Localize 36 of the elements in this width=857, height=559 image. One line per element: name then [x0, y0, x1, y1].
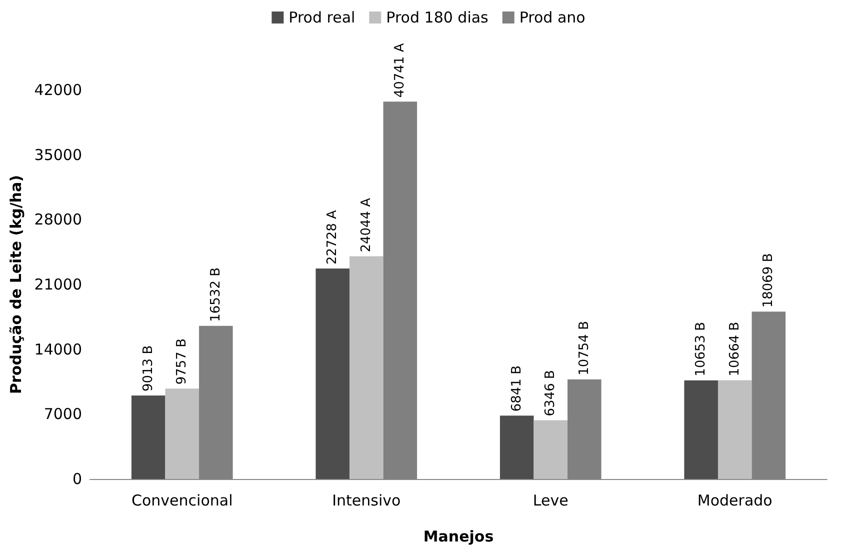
y-tick-label: 35000	[34, 146, 82, 164]
y-tick-label: 42000	[34, 81, 82, 99]
data-label: 10754 B	[576, 320, 592, 376]
x-axis-title: Manejos	[423, 528, 494, 546]
data-label: 10653 B	[694, 322, 709, 376]
bar	[718, 380, 752, 479]
x-tick-label: Moderado	[697, 492, 772, 510]
data-label: 40741 A	[392, 43, 408, 98]
data-label: 6841 B	[509, 366, 524, 412]
data-label: 22728 A	[325, 210, 340, 264]
y-tick-label: 21000	[34, 276, 82, 294]
bar	[500, 416, 534, 479]
y-tick-label: 28000	[34, 210, 82, 229]
x-tick-label: Convencional	[132, 492, 233, 510]
y-tick-label: 7000	[44, 405, 82, 424]
bar	[684, 380, 718, 479]
data-label: 9757 B	[174, 338, 190, 385]
bar	[165, 388, 200, 479]
bar	[534, 420, 568, 479]
bar	[349, 256, 384, 479]
data-label: 24044 A	[358, 198, 374, 252]
legend-label: Prod 180 dias	[386, 8, 489, 26]
bar	[316, 268, 350, 479]
legend-label: Prod real	[288, 8, 356, 26]
y-axis-title: Produção de Leite (kg/ha)	[6, 175, 25, 394]
y-tick-label: 14000	[34, 340, 82, 358]
data-label: 16532 B	[208, 267, 224, 322]
data-label: 6346 B	[543, 370, 558, 416]
y-tick-label: 0	[72, 470, 82, 488]
bar	[131, 396, 166, 479]
data-label: 18069 B	[761, 253, 776, 308]
data-label: 10664 B	[727, 322, 742, 376]
data-label: 9013 B	[140, 345, 156, 392]
x-tick-label: Leve	[532, 492, 568, 510]
x-tick-label: Intensivo	[332, 492, 401, 510]
legend-label: Prod ano	[519, 8, 586, 26]
